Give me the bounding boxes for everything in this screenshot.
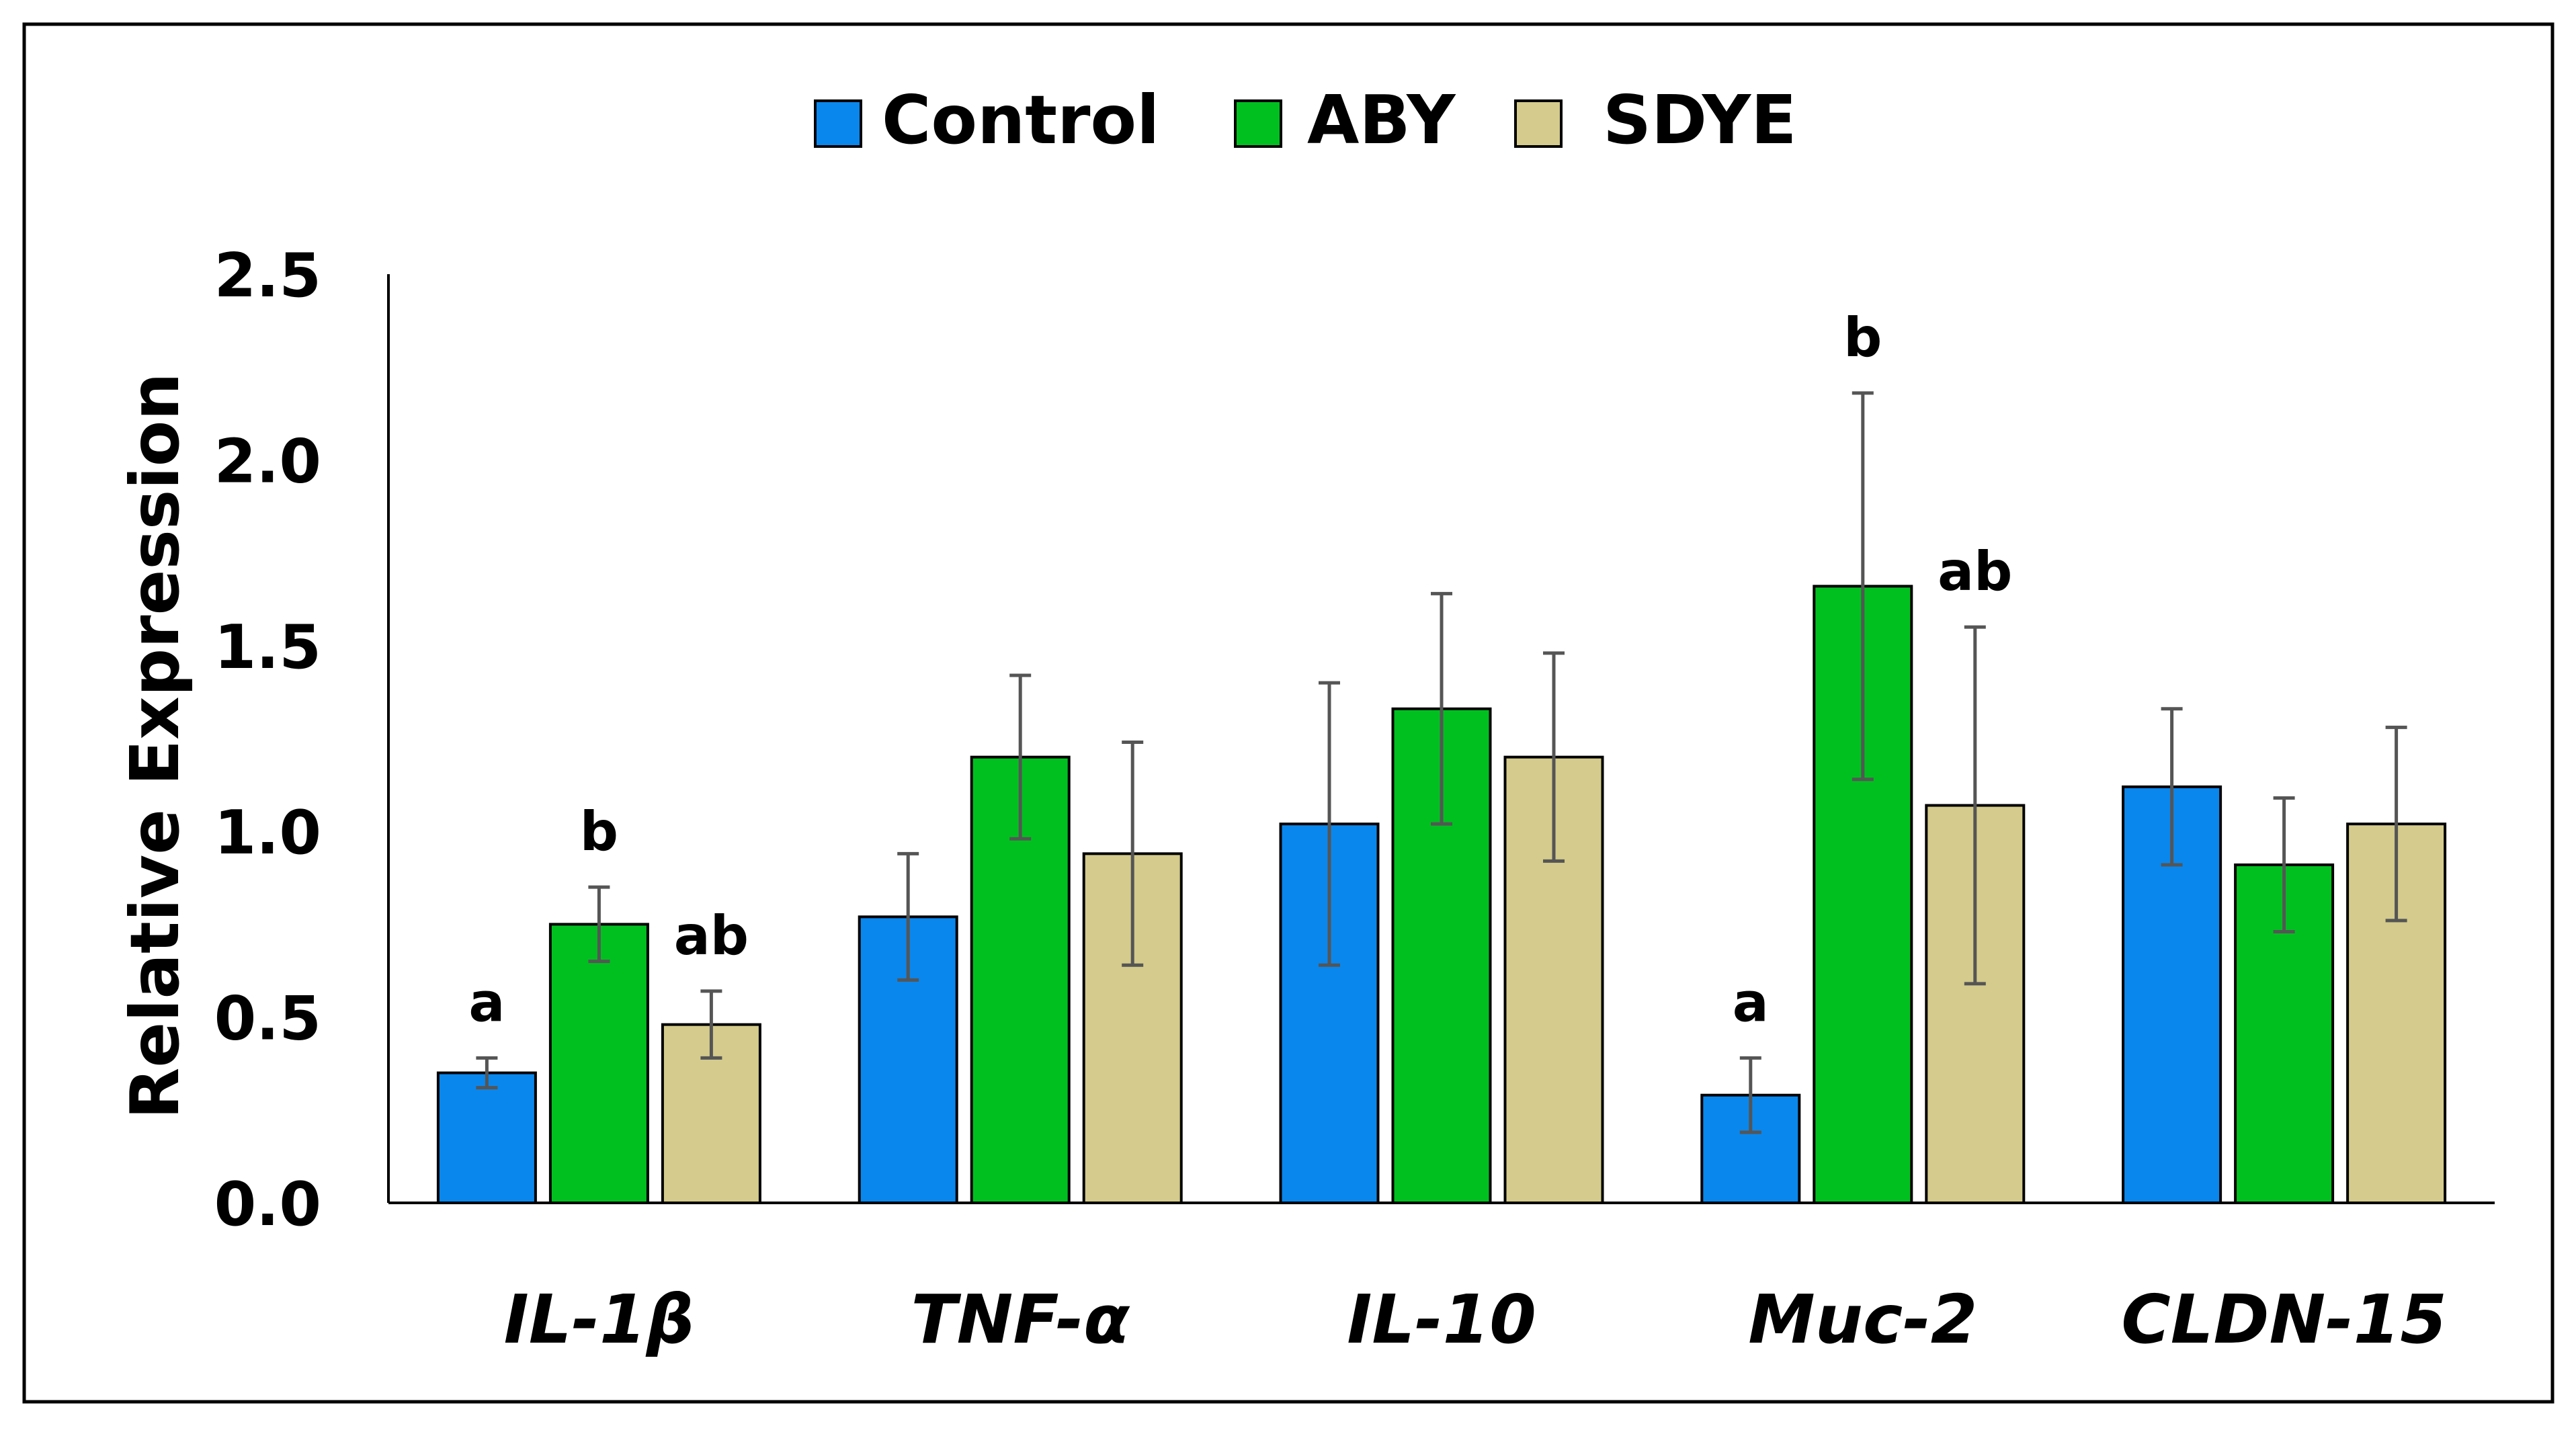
error-bar bbox=[2273, 796, 2295, 933]
legend-item-sdye: SDYE bbox=[1514, 81, 1796, 159]
error-bar bbox=[588, 885, 610, 964]
error-bar bbox=[1319, 681, 1340, 967]
significance-label: ab bbox=[674, 905, 749, 967]
significance-label: b bbox=[580, 800, 618, 863]
x-category-label: CLDN-15 bbox=[2121, 1280, 2446, 1359]
significance-label: b bbox=[1843, 306, 1882, 369]
legend: Control ABY SDYE bbox=[814, 81, 1796, 159]
legend-label-sdye: SDYE bbox=[1603, 81, 1796, 159]
y-axis-title: Relative Expression bbox=[116, 372, 194, 1119]
y-tick-label: 0.5 bbox=[214, 984, 321, 1054]
error-bar bbox=[897, 851, 919, 982]
y-tick-label: 0.0 bbox=[214, 1169, 321, 1240]
legend-swatch-aby bbox=[1234, 99, 1282, 148]
bar bbox=[548, 923, 649, 1205]
error-bar bbox=[2385, 725, 2407, 923]
error-bar bbox=[700, 989, 722, 1060]
significance-label: a bbox=[1733, 971, 1769, 1034]
x-category-label: Muc-2 bbox=[1748, 1280, 1977, 1359]
error-bar bbox=[1543, 651, 1565, 863]
error-bar bbox=[1852, 391, 1874, 782]
error-bar bbox=[1122, 741, 1144, 967]
y-tick-label: 2.5 bbox=[214, 241, 321, 311]
legend-label-control: Control bbox=[882, 81, 1159, 159]
significance-label: ab bbox=[1938, 540, 2012, 603]
x-axis-category-labels: IL-1β TNF-α IL-10 Muc-2 CLDN-15 bbox=[504, 1280, 2447, 1359]
error-bar bbox=[1739, 1056, 1761, 1134]
legend-swatch-control bbox=[814, 99, 862, 148]
error-bar bbox=[1431, 591, 1452, 826]
y-tick-label: 2.0 bbox=[214, 426, 321, 497]
error-bar bbox=[1964, 625, 1986, 986]
significance-label: a bbox=[468, 971, 505, 1034]
legend-item-aby: ABY bbox=[1234, 81, 1456, 159]
y-tick-label: 1.5 bbox=[214, 612, 321, 683]
legend-label-aby: ABY bbox=[1307, 81, 1456, 159]
x-category-label: IL-10 bbox=[1347, 1280, 1536, 1359]
error-bar bbox=[1009, 673, 1032, 841]
error-bar bbox=[2161, 707, 2183, 867]
error-bar bbox=[476, 1056, 498, 1090]
x-category-label: IL-1β bbox=[504, 1280, 695, 1359]
x-category-label: TNF-α bbox=[911, 1280, 1130, 1359]
bar bbox=[436, 1071, 537, 1205]
y-tick-label: 1.0 bbox=[214, 798, 321, 868]
legend-swatch-sdye bbox=[1514, 99, 1563, 148]
error-bars bbox=[476, 391, 2407, 1134]
y-axis-ticks: 0.0 0.5 1.0 1.5 2.0 2.5 bbox=[214, 241, 321, 1240]
axes bbox=[387, 274, 2495, 1204]
legend-item-control: Control bbox=[814, 81, 1159, 159]
